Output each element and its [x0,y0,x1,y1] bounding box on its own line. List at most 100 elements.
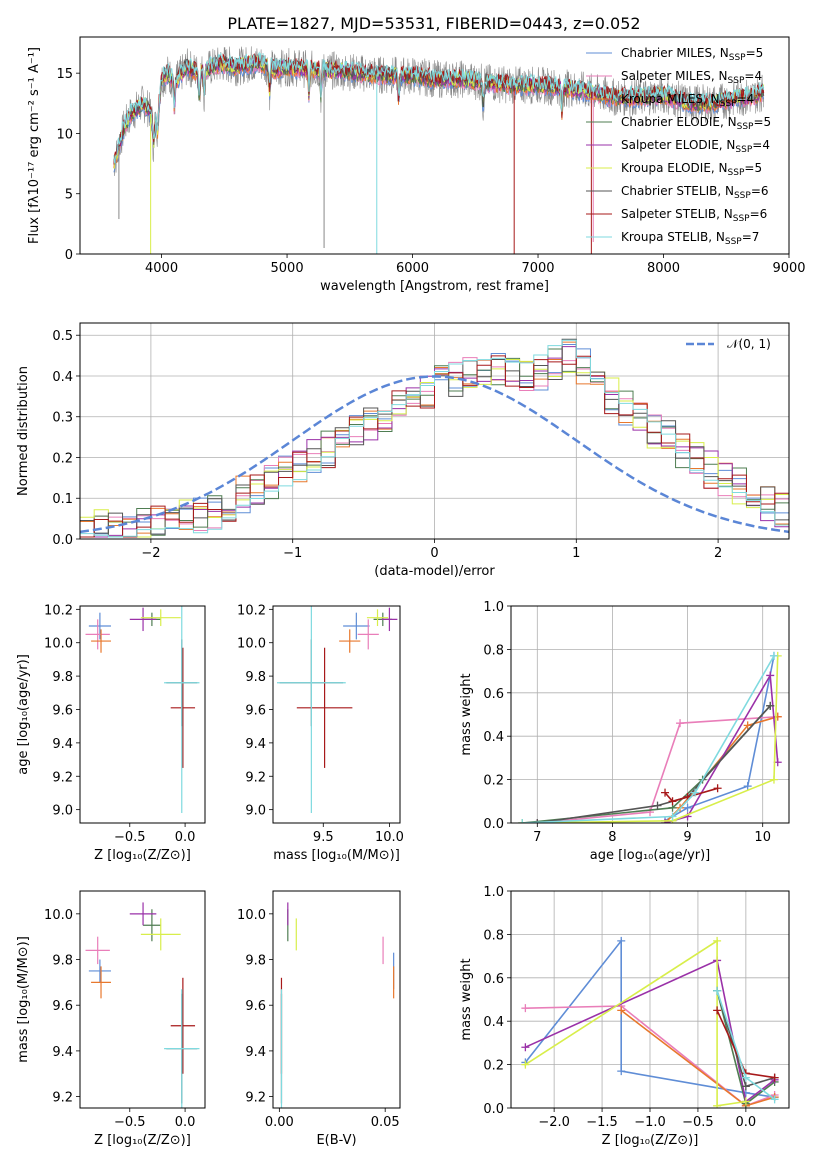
axes-weight-vs-age: 7 8 9 10 0.0 0.2 0.4 0.6 0.8 1.0 age [log₁₀(age/yr… [459,600,790,863]
weight-marker [713,986,722,995]
x-tick-label: 4000 [145,261,178,276]
y-tick-label: 9.2 [52,1091,73,1106]
errorbar-point [91,966,111,999]
weight-marker [769,775,778,784]
plot-area [80,338,789,538]
y-tick-label: 10 [56,127,73,142]
y-tick-label: 9.2 [52,770,73,785]
axes-frame [79,890,206,1109]
legend-label: Kroupa ELODIE, NSSP=5 [621,161,762,178]
y-tick-label: 9.2 [245,770,266,785]
y-tick-label: 10.0 [237,637,266,652]
hist-kroupa-elodie [80,358,789,538]
x-tick-label: 6000 [396,261,429,276]
x-tick-label: 8000 [647,261,680,276]
plot-area [518,651,782,823]
legend-label: Salpeter STELIB, NSSP=6 [621,207,767,224]
y-tick-label: 0.6 [483,972,504,987]
legend-label: Salpeter MILES, NSSP=4 [621,69,762,86]
weight-marker [617,936,626,945]
weight-marker [533,819,542,823]
weight-marker [766,671,775,680]
x-tick-label: −0.5 [114,830,146,845]
weight-marker [766,701,775,710]
y-tick-label: 9.0 [52,804,73,819]
errorbar-point [381,607,398,632]
x-tick-label: 0.0 [175,1115,196,1130]
weight-marker [743,782,752,791]
weight-marker [521,1043,530,1052]
weight-marker [518,819,527,823]
weight-marker [770,1095,779,1104]
x-tick-label: −2.0 [538,1115,570,1130]
y-axis-label: mass weight [459,958,474,1040]
errorbar-point [164,989,200,1108]
x-tick-label: 0.05 [371,1115,400,1130]
spectrum-legend: Chabrier MILES, NSSP=5 Salpeter MILES, NS… [586,46,771,247]
errorbar-point [276,606,346,813]
errorbar-point [366,609,389,627]
y-tick-label: 10.0 [44,908,73,923]
y-tick-label: 9.2 [245,1091,266,1106]
axes-mass-vs-Z: −0.5 0.0 9.2 9.4 9.6 9.8 10.0 Z [log₁₀(Z/Z⊙)] ma… [16,890,206,1148]
errorbar-point [164,606,200,813]
hist-salpeter-miles [80,357,789,531]
axes-frame [272,605,401,824]
y-tick-label: 1.0 [483,885,504,900]
weight-marker [713,1006,722,1015]
x-tick-label: 0.0 [175,830,196,845]
y-tick-label: 0.5 [52,329,73,344]
weight-line [522,705,771,823]
axes-frame [510,605,790,824]
plot-area [85,902,200,1108]
hist-kroupa-stelib [80,339,789,538]
y-tick-label: 0.3 [52,411,73,426]
weight-marker [743,721,752,730]
errorbar-point [343,612,370,640]
legend-label: Kroupa STELIB, NSSP=7 [621,230,759,247]
y-tick-label: 9.0 [245,804,266,819]
errorbar-point [140,609,181,627]
y-tick-label: 0.0 [483,1102,504,1117]
weight-marker [668,797,677,806]
plot-area [113,46,765,254]
weight-marker [713,1101,722,1108]
y-tick-label: 9.8 [52,670,73,685]
x-tick-label: −2 [141,546,160,561]
weight-line [522,655,779,823]
x-tick-label: 8 [608,830,616,845]
y-tick-label: 9.4 [52,1045,73,1060]
errorbar-point [129,607,157,632]
plot-area [280,902,395,1108]
y-tick-label: 9.6 [52,999,73,1014]
x-axis-label: (data-model)/error [374,564,495,579]
legend-label: Chabrier ELODIE, NSSP=5 [621,115,771,132]
y-tick-label: 0.1 [52,492,73,507]
x-tick-label: 9000 [772,261,805,276]
errorbar-point [143,909,161,942]
x-axis-label: age [log₁₀(age/yr)] [590,848,711,863]
weight-marker [770,1073,779,1082]
y-tick-label: 0.0 [52,533,73,548]
y-tick-label: 0.0 [483,817,504,832]
x-tick-label: −0.5 [682,1115,714,1130]
y-tick-label: 9.8 [245,670,266,685]
weight-marker [617,1006,626,1015]
y-axis-label: mass weight [459,673,474,755]
y-tick-label: 10.2 [44,603,73,618]
legend-label: 𝒩(0, 1) [727,337,771,351]
axes-frame [79,605,206,824]
x-tick-label: 1 [572,546,580,561]
plot-area [521,936,779,1108]
y-tick-label: 10.0 [44,637,73,652]
weight-line [524,939,747,1107]
x-axis-label: Z [log₁₀(Z/Z⊙)] [94,1133,191,1148]
y-tick-label: 15 [56,67,73,82]
weight-line [537,715,778,823]
weight-line [525,959,776,1103]
x-tick-label: 10.0 [375,830,404,845]
y-tick-label: 0.2 [483,1059,504,1074]
y-tick-label: 9.4 [245,1045,266,1060]
weight-marker [668,812,677,821]
